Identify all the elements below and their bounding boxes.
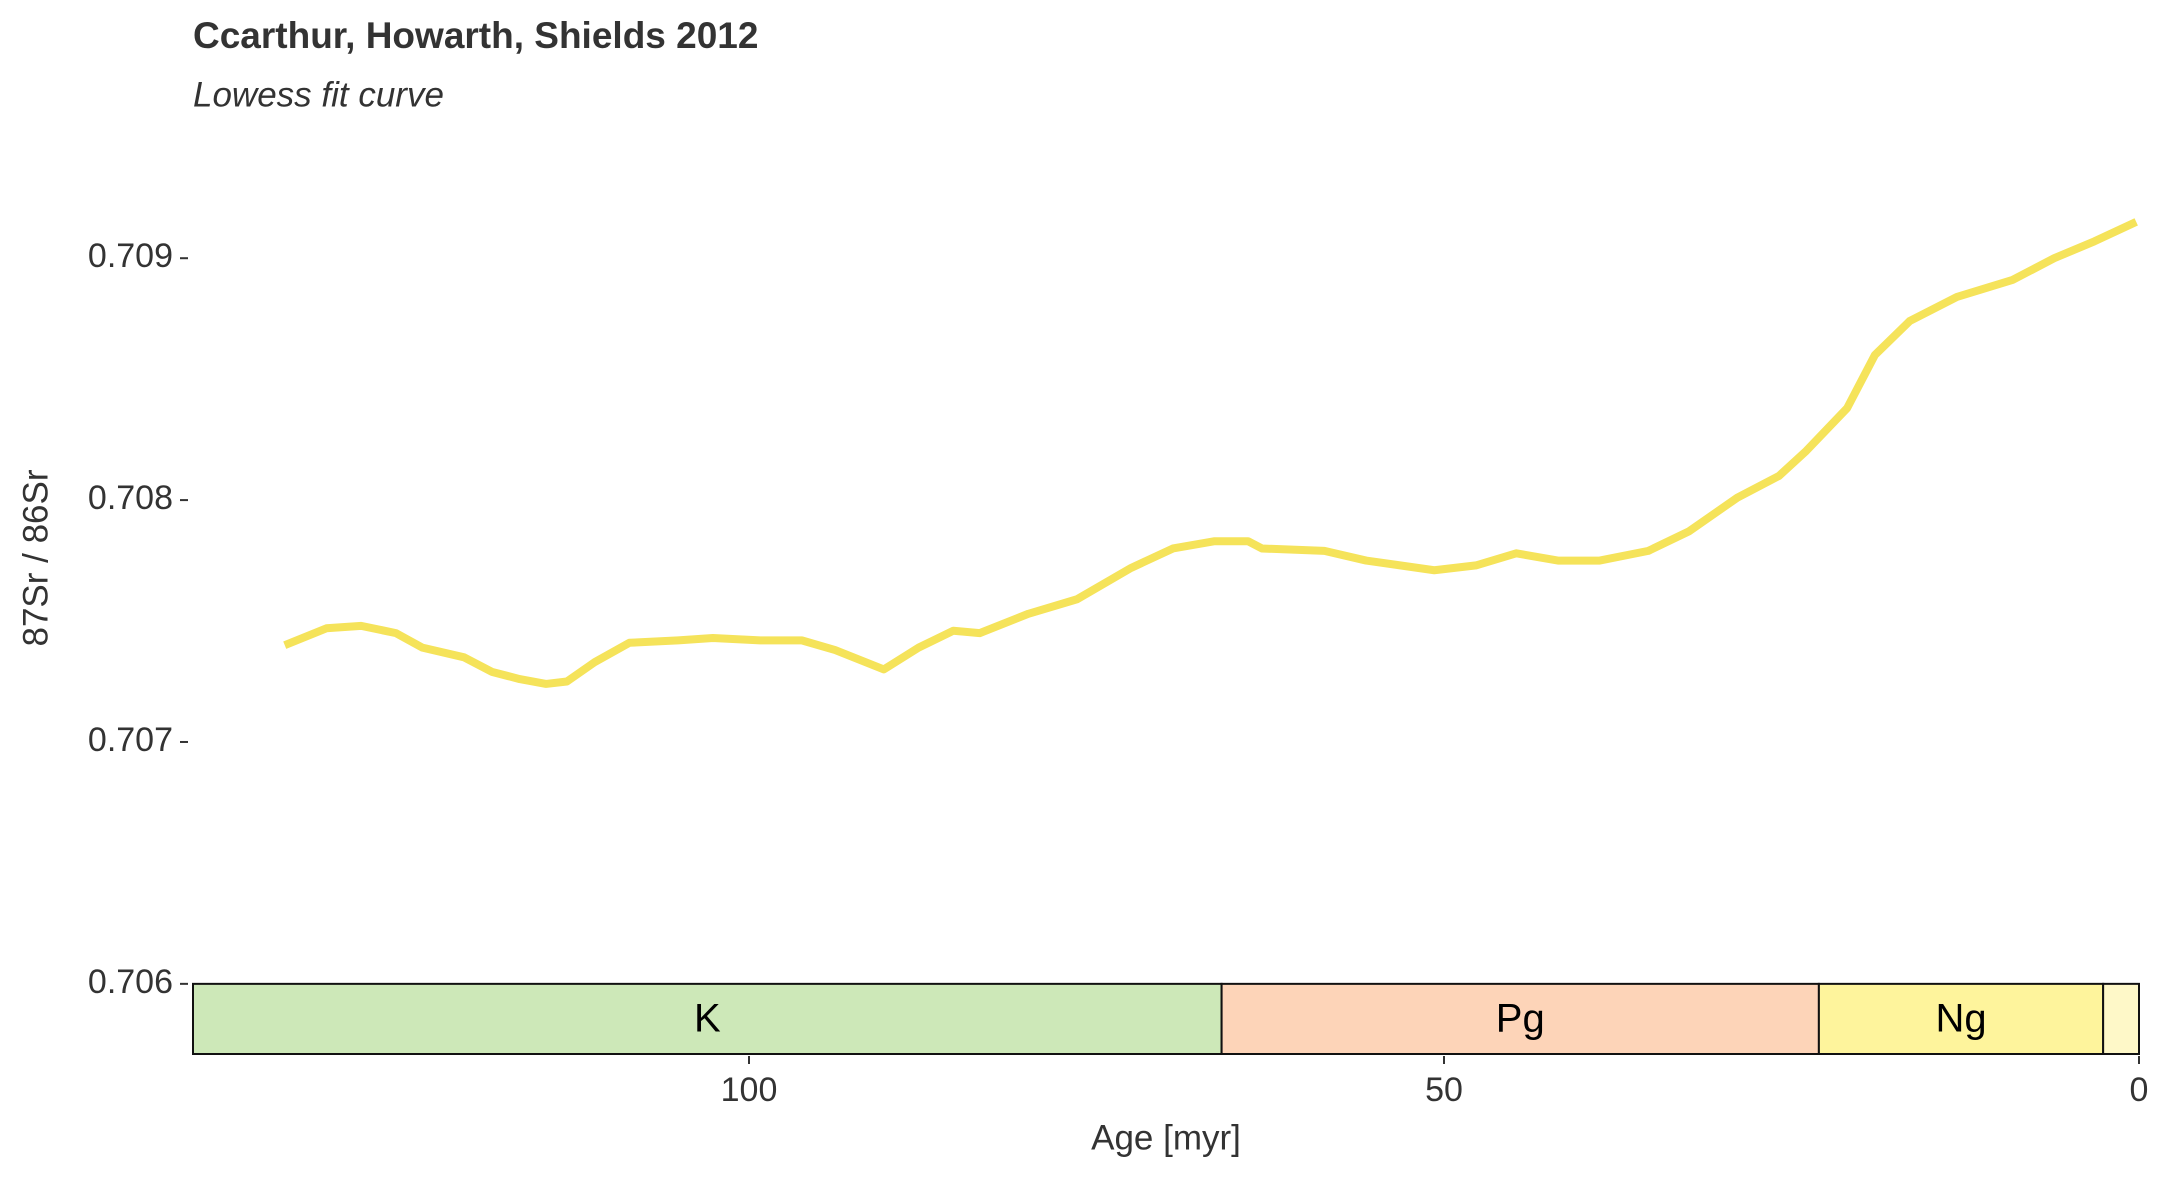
chart-title: Ccarthur, Howarth, Shields 2012 <box>193 15 758 56</box>
period-box <box>2102 982 2140 1055</box>
period-label: Ng <box>1935 996 1986 1040</box>
chart-subtitle: Lowess fit curve <box>193 75 444 114</box>
x-tick-label: 50 <box>1425 1071 1463 1109</box>
period-box <box>1220 982 1820 1055</box>
period-box <box>1817 982 2105 1055</box>
y-tick-label: 0.708 <box>88 479 173 517</box>
y-tick-label: 0.707 <box>88 721 173 759</box>
data-line <box>283 218 2138 688</box>
period-label: Pg <box>1496 996 1545 1040</box>
y-tick-label: 0.706 <box>88 963 173 1001</box>
x-axis-title: Age [myr] <box>1091 1118 1241 1157</box>
period-box <box>192 982 1223 1055</box>
x-tick-label: 100 <box>721 1071 778 1109</box>
x-tick-label: 0 <box>2130 1071 2149 1109</box>
period-label: K <box>694 996 721 1040</box>
y-tick-label: 0.709 <box>88 237 173 275</box>
y-axis-title: 87Sr / 86Sr <box>16 469 55 646</box>
